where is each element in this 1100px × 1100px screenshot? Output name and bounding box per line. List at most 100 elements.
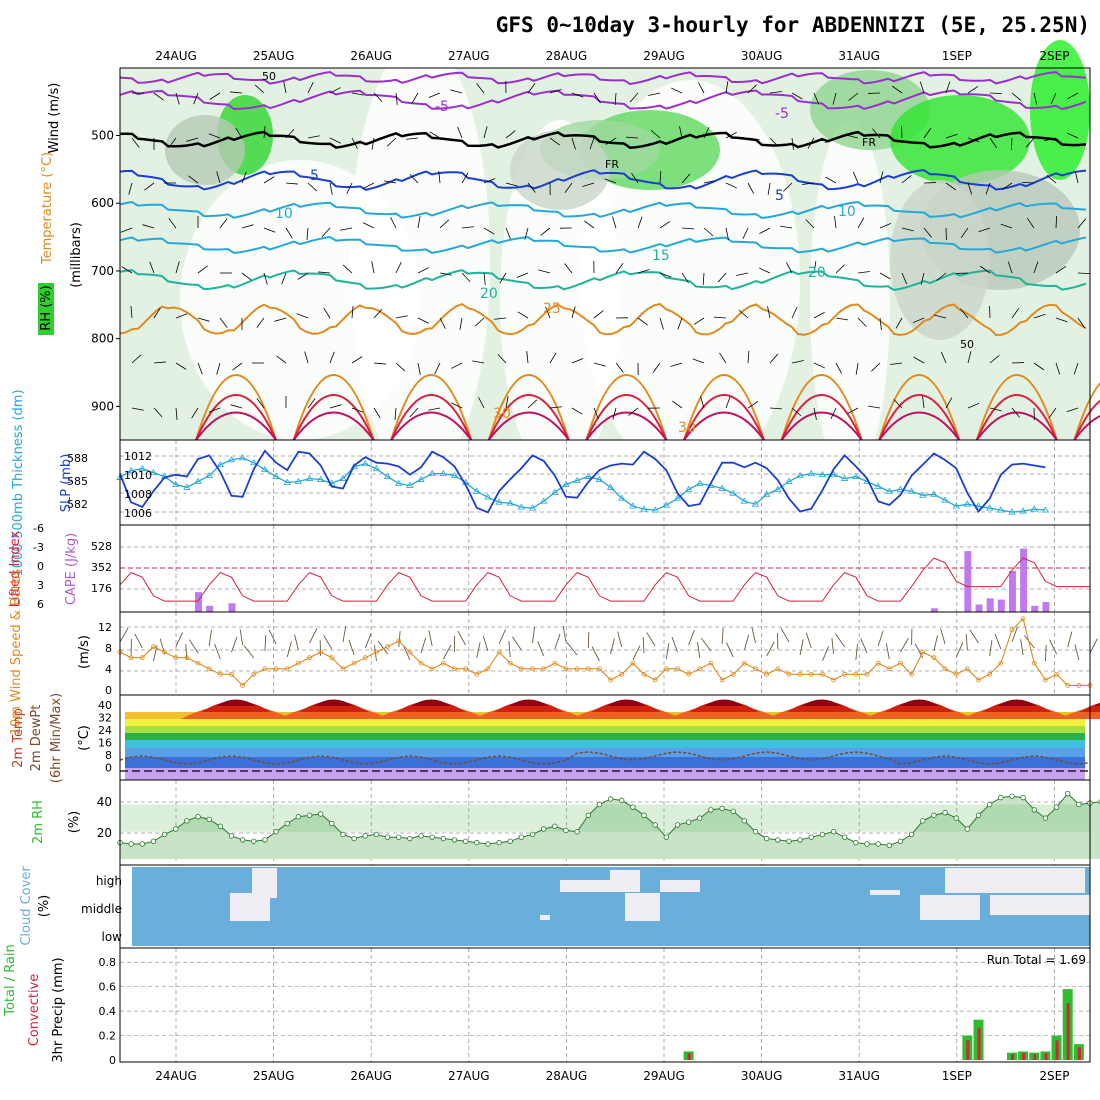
upper-wind-barb	[670, 87, 683, 94]
wind10-speed-point	[797, 671, 803, 677]
li-tick: -3	[33, 541, 44, 554]
upper-wind-barb	[394, 407, 397, 420]
rh-point	[819, 831, 826, 838]
rh-point	[685, 819, 692, 825]
thickness-point	[183, 483, 191, 490]
wind10-speed-point	[485, 666, 491, 672]
upper-wind-barb	[901, 227, 914, 232]
cape-bar	[1020, 548, 1028, 612]
wind10-barb	[498, 629, 506, 645]
wind10-speed-point	[195, 660, 201, 666]
label-precip-total: Total / Rain	[3, 944, 18, 1017]
upper-ytick: 800	[91, 332, 114, 346]
temp-hump-red	[884, 701, 955, 712]
wind10-barb	[766, 641, 775, 657]
thickness-point	[852, 472, 860, 479]
rh-point	[384, 834, 391, 840]
upper-wind-barb	[478, 397, 485, 409]
wind10-speed-point	[396, 638, 402, 644]
thickness-point	[428, 469, 436, 477]
contour-label: -5	[775, 106, 789, 122]
upper-wind-barb	[913, 356, 925, 364]
li-tick: 3	[37, 579, 44, 592]
precip-conv-bar	[966, 1040, 970, 1060]
thickness-point	[606, 483, 615, 490]
upper-wind-barb	[395, 362, 406, 372]
rh-point	[1009, 793, 1015, 799]
cape-bar	[206, 605, 214, 612]
prec-frame	[119, 947, 1091, 1063]
wind10-barb	[821, 646, 830, 662]
upper-wind-barb	[406, 137, 419, 140]
thickness-point	[316, 475, 325, 482]
thickness-point	[194, 477, 202, 484]
wind10-speed-point	[886, 666, 892, 672]
upper-wind-barb	[919, 81, 925, 94]
label-wind10-unit: (m/s)	[77, 635, 92, 669]
upper-wind-barb	[637, 216, 643, 229]
wind10-speed-point	[652, 677, 658, 683]
upper-wind-barb	[538, 269, 551, 274]
upper-wind-barb	[329, 404, 342, 409]
upper-wind-barb	[439, 317, 446, 329]
rh-point	[908, 831, 915, 838]
upper-wind-barb	[351, 137, 358, 149]
thickness-point	[406, 481, 414, 488]
wind10-speed-point	[496, 649, 502, 655]
upper-wind-barb	[346, 182, 353, 194]
contour-m5	[119, 89, 1087, 111]
thickness-point	[294, 477, 303, 484]
upper-wind-barb	[769, 137, 779, 147]
rh-area-5	[890, 95, 1030, 185]
upper-wind-barb	[549, 352, 557, 364]
contour-label: 10	[275, 206, 293, 222]
upper-wind-barb	[758, 267, 771, 274]
upper-wind-barb	[153, 92, 164, 101]
wind10-speed-point	[608, 677, 613, 683]
wind10-barb	[457, 630, 467, 646]
rh-point	[552, 823, 558, 829]
temp-hump-darkred	[606, 699, 647, 706]
upper-wind-barb	[868, 405, 881, 409]
upper-wind-barb	[584, 220, 595, 229]
upper-wind-barb	[670, 362, 683, 367]
upper-wind-barb	[769, 407, 782, 410]
wind10-speed-point	[128, 655, 134, 661]
contour-label: 50	[960, 338, 974, 351]
slp-line	[119, 449, 1046, 514]
wind10-barb	[1089, 638, 1098, 654]
upper-wind-barb	[936, 272, 947, 281]
rh-point	[942, 809, 948, 816]
wind10-barb	[286, 641, 292, 658]
thickness-point	[907, 487, 916, 494]
upper-wind-barb	[263, 126, 266, 139]
upper-wind-barb	[483, 178, 496, 184]
temp-color-band	[125, 757, 1085, 768]
thickness-point	[662, 501, 671, 508]
slp-tick: 1008	[124, 488, 152, 501]
wind10-speed-point	[351, 660, 357, 666]
upper-wind-barb	[614, 92, 617, 105]
upper-wind-barb	[526, 351, 529, 364]
wind10-barb	[805, 632, 812, 649]
upper-wind-barb	[564, 263, 573, 274]
upper-wind-barb	[890, 362, 903, 365]
upper-wind-barb	[985, 182, 991, 195]
upper-wind-barb	[698, 82, 705, 94]
upper-wind-barb	[835, 362, 842, 374]
upper-wind-barb	[700, 396, 705, 409]
label-precip-conv: Convective	[27, 974, 42, 1047]
temp-color-band	[125, 733, 1085, 740]
rh-point	[964, 826, 971, 832]
upper-wind-barb	[582, 182, 595, 187]
upper-wind-barb	[505, 227, 511, 240]
upper-wind-barb	[1010, 137, 1013, 151]
upper-wind-barb	[747, 401, 759, 409]
rh-point	[1053, 804, 1060, 810]
upper-wind-barb	[615, 263, 624, 274]
wind10-speed-point	[552, 660, 558, 666]
wind10-barb	[214, 643, 221, 660]
upper-wind-barb	[409, 407, 419, 418]
